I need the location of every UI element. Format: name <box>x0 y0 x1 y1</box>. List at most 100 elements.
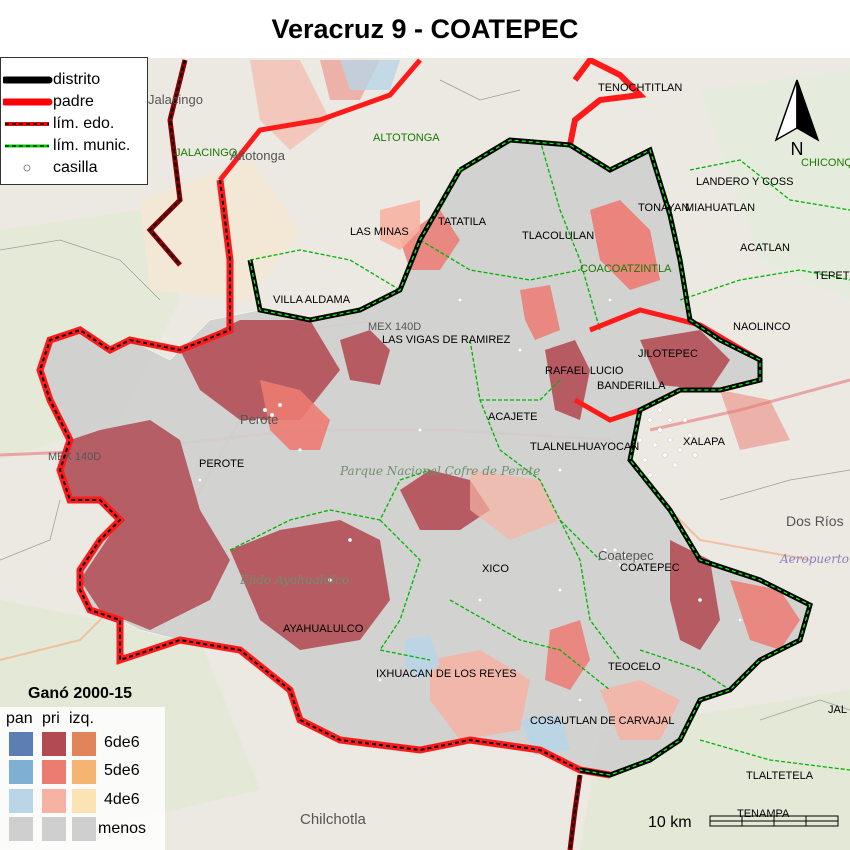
legend-swatch-lim-munic <box>5 144 49 148</box>
bg-label-chilchotla: Chilchotla <box>300 811 367 828</box>
swatch-izq-6de6 <box>72 732 96 756</box>
muni-tenochtitlan: TENOCHTITLAN <box>598 82 682 94</box>
legend-item-casilla: casilla <box>1 158 149 178</box>
outside-pri-area <box>720 390 790 450</box>
area-cofre <box>400 470 490 530</box>
swatch-izq-5de6 <box>72 760 96 784</box>
polling-places <box>197 298 743 703</box>
legend-item-distrito: distrito <box>1 70 149 90</box>
winner-row-6de6: 6de6 <box>104 734 140 751</box>
muni-tlaltetela: TLALTETELA <box>746 770 814 782</box>
swatch-izq-menos <box>72 817 96 841</box>
swatch-pan-5de6 <box>9 760 33 784</box>
area-coacoatzintla <box>590 200 660 290</box>
muni-teocelo: TEOCELO <box>608 661 661 673</box>
swatch-pri-5de6 <box>42 760 66 784</box>
north-arrow-icon: N <box>774 79 820 158</box>
winner-col-pan: pan <box>6 710 33 727</box>
area-acajete-patch <box>520 285 560 340</box>
legend-swatch-casilla <box>23 164 31 172</box>
muni-coacoatzintla: COACOATZINTLA <box>580 263 672 275</box>
muni-jalacingo: JALACINGO <box>175 147 238 159</box>
north-label: N <box>791 139 804 158</box>
muni-altotonga: ALTOTONGA <box>373 132 440 144</box>
swatch-pan-4de6 <box>9 789 33 813</box>
area-blue <box>405 635 440 680</box>
muni-acajete: ACAJETE <box>488 411 538 423</box>
legend-label: padre <box>53 93 94 110</box>
area-xico-south <box>470 470 560 540</box>
municipal-boundaries <box>229 139 850 771</box>
legend-swatch-distrito <box>3 76 53 84</box>
muni-rafael-lucio: RAFAEL LUCIO <box>545 365 624 377</box>
muni-tepet: TEPET <box>814 270 850 282</box>
muni-coatepec: COATEPEC <box>620 562 680 574</box>
legend-label: distrito <box>53 71 101 88</box>
muni-jilotepec: JILOTEPEC <box>638 348 698 360</box>
bg-label-aeropuerto: Aeropuerto Nacional <box>779 552 850 566</box>
area-perote-west <box>60 420 230 630</box>
winner-row-menos: menos <box>98 820 147 837</box>
muni-ixhuacan: IXHUACAN DE LOS REYES <box>376 668 517 680</box>
muni-tatatila: TATATILA <box>438 216 487 228</box>
area-blue <box>520 715 570 755</box>
district-boundary <box>247 137 813 778</box>
muni-jal: JAL <box>828 704 847 716</box>
scale-bar: 10 km <box>648 814 839 831</box>
legend-item-lim-munic: lím. munic. <box>1 136 149 156</box>
area-coatepec-ne <box>730 580 800 650</box>
muni-naolinco: NAOLINCO <box>733 321 791 333</box>
bg-label-perote: Perote <box>240 412 278 427</box>
area-las-vigas <box>340 330 390 385</box>
muni-tonayan: TONAYAN <box>638 202 689 214</box>
muni-tenampa: TENAMPA <box>737 808 790 820</box>
line-legend: distrito padre lím. edo. lím. munic. cas… <box>0 57 148 185</box>
area-coatepec-east <box>670 540 720 650</box>
municipal-boundaries-outer <box>0 79 850 721</box>
muni-banderilla: BANDERILLA <box>597 380 666 392</box>
bg-label-road-1: MEX 140D <box>48 451 101 463</box>
winner-col-pri: pri <box>42 710 60 727</box>
legend-item-padre: padre <box>1 92 149 112</box>
bg-label-jalacingo: Jalacingo <box>148 92 203 107</box>
bg-label-road-2: MEX 140D <box>368 321 421 333</box>
muni-chiconq: CHICONQ <box>801 157 850 169</box>
swatch-pri-4de6 <box>42 789 66 813</box>
muni-cosautlan: COSAUTLAN DE CARVAJAL <box>530 715 674 727</box>
winner-col-izq: izq. <box>69 710 94 727</box>
area-cosautlan <box>600 680 680 740</box>
bg-label-dos-rios: Dos Ríos <box>786 513 844 529</box>
area-ixhuacan <box>430 650 530 740</box>
bg-label-ejido: Ejido Ayahualulco <box>239 573 349 587</box>
winner-row-4de6: 4de6 <box>104 791 140 808</box>
bg-label-altotonga: Altotonga <box>230 148 286 163</box>
bg-label-coatepec: Coatepec <box>598 548 654 563</box>
bg-label-parque: Parque Nacional Cofre de Perote <box>339 464 540 478</box>
muni-tlacolulan: TLACOLULAN <box>522 230 594 242</box>
swatch-pan-6de6 <box>9 732 33 756</box>
legend-label: lím. edo. <box>53 115 115 132</box>
area-jilotepec <box>640 330 730 390</box>
swatch-izq-4de6 <box>72 789 96 813</box>
area-las-minas <box>380 200 420 250</box>
scale-label: 10 km <box>648 814 692 831</box>
area-perote-mid <box>260 380 330 450</box>
muni-xalapa: XALAPA <box>683 436 726 448</box>
muni-xico: XICO <box>482 563 509 575</box>
muni-acatlan: ACATLAN <box>740 242 790 254</box>
muni-perote: PEROTE <box>199 458 244 470</box>
muni-las-minas: LAS MINAS <box>350 226 409 238</box>
legend-label: casilla <box>53 159 98 176</box>
swatch-pri-6de6 <box>42 732 66 756</box>
muni-villa-aldama: VILLA ALDAMA <box>273 294 351 306</box>
outside-pan-area <box>340 60 400 90</box>
winner-row-5de6: 5de6 <box>104 762 140 779</box>
muni-las-vigas: LAS VIGAS DE RAMIREZ <box>382 334 511 346</box>
swatch-pri-menos <box>42 817 66 841</box>
state-limit <box>146 59 583 850</box>
winner-legend-title: Ganó 2000-15 <box>28 685 133 702</box>
muni-ayahualulco: AYAHUALULCO <box>283 623 364 635</box>
legend-swatch-lim-edo <box>5 122 49 126</box>
muni-landero-y-coss: LANDERO Y COSS <box>696 176 793 188</box>
muni-miahuatlan: MIAHUATLAN <box>685 202 755 214</box>
